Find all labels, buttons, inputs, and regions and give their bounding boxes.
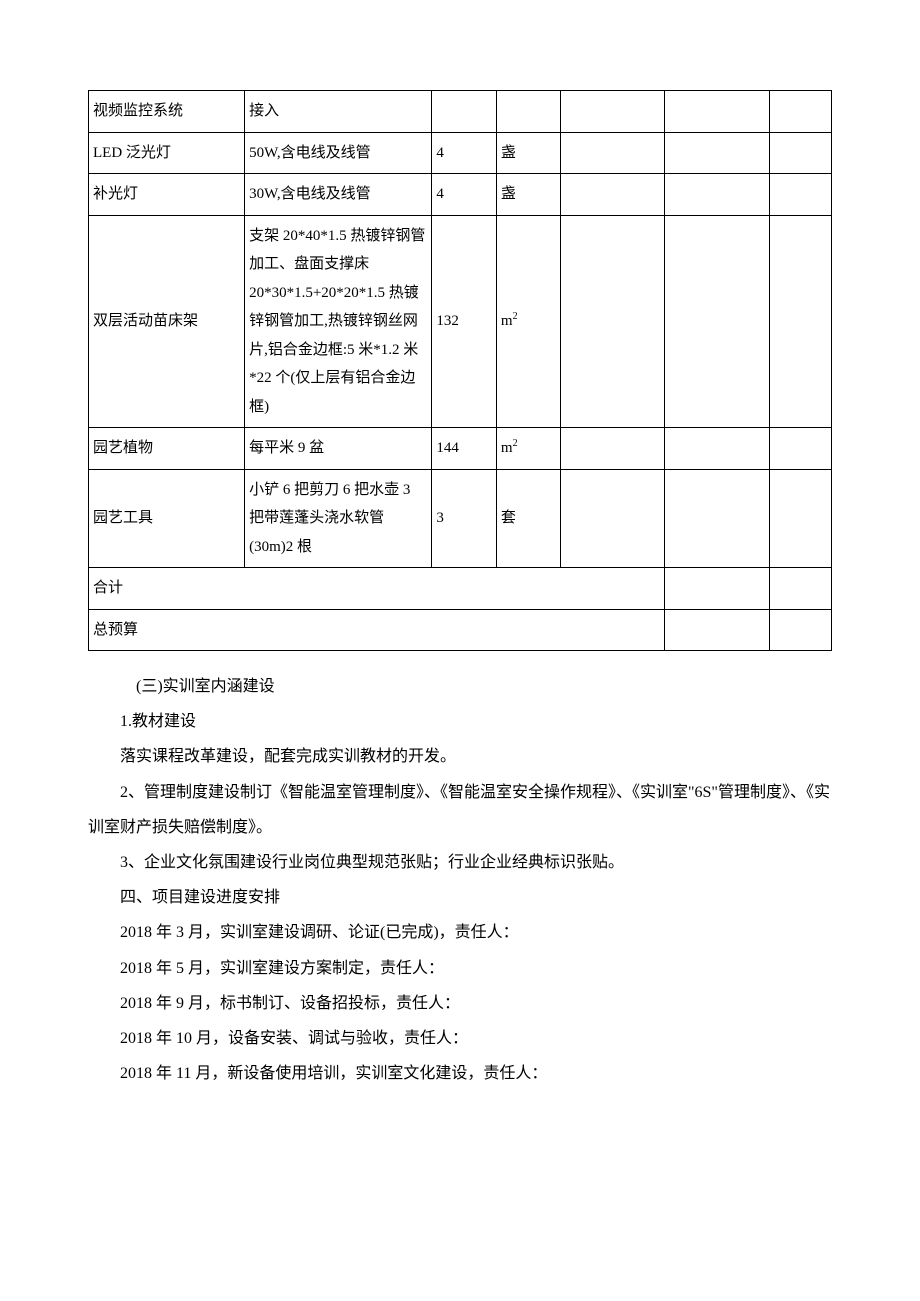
table-row: 补光灯 30W,含电线及线管 4 盏 (89, 174, 832, 216)
schedule-item: 2018 年 5 月，实训室建设方案制定，责任人： (88, 951, 832, 986)
cell-unit: m2 (496, 428, 561, 470)
cell-blank (665, 568, 769, 610)
cell-budget-label: 总预算 (89, 609, 665, 651)
cell-name: LED 泛光灯 (89, 132, 245, 174)
cell-unit (496, 91, 561, 133)
cell-blank (561, 469, 665, 568)
cell-qty: 3 (432, 469, 497, 568)
cell-blank (769, 174, 832, 216)
table-row-budget: 总预算 (89, 609, 832, 651)
cell-name: 园艺植物 (89, 428, 245, 470)
cell-blank (665, 609, 769, 651)
cell-qty: 132 (432, 215, 497, 428)
equipment-table: 视频监控系统 接入 LED 泛光灯 50W,含电线及线管 4 盏 补光灯 30W… (88, 90, 832, 651)
cell-spec: 支架 20*40*1.5 热镀锌钢管加工、盘面支撑床 20*30*1.5+20*… (245, 215, 432, 428)
table-row-total: 合计 (89, 568, 832, 610)
schedule-item: 2018 年 10 月，设备安装、调试与验收，责任人： (88, 1021, 832, 1056)
schedule-item: 2018 年 3 月，实训室建设调研、论证(已完成)，责任人： (88, 915, 832, 950)
cell-blank (665, 174, 769, 216)
cell-unit: 盏 (496, 174, 561, 216)
section-heading-3: (三)实训室内涵建设 (88, 669, 832, 704)
cell-blank (665, 215, 769, 428)
cell-unit: m2 (496, 215, 561, 428)
cell-blank (665, 428, 769, 470)
cell-blank (769, 215, 832, 428)
cell-name: 视频监控系统 (89, 91, 245, 133)
paragraph: 3、企业文化氛围建设行业岗位典型规范张贴；行业企业经典标识张贴。 (88, 845, 832, 880)
table-row: 视频监控系统 接入 (89, 91, 832, 133)
cell-qty: 4 (432, 174, 497, 216)
cell-blank (561, 174, 665, 216)
cell-spec: 小铲 6 把剪刀 6 把水壶 3 把带莲蓬头浇水软管(30m)2 根 (245, 469, 432, 568)
cell-spec: 50W,含电线及线管 (245, 132, 432, 174)
cell-blank (665, 132, 769, 174)
cell-blank (665, 469, 769, 568)
table-row: 园艺植物 每平米 9 盆 144 m2 (89, 428, 832, 470)
paragraph: 2、管理制度建设制订《智能温室管理制度》、《智能温室安全操作规程》、《实训室"6… (88, 775, 832, 845)
cell-name: 双层活动苗床架 (89, 215, 245, 428)
cell-spec: 接入 (245, 91, 432, 133)
cell-blank (561, 215, 665, 428)
cell-blank (769, 568, 832, 610)
cell-blank (561, 91, 665, 133)
cell-spec: 30W,含电线及线管 (245, 174, 432, 216)
cell-blank (769, 469, 832, 568)
table-row: 园艺工具 小铲 6 把剪刀 6 把水壶 3 把带莲蓬头浇水软管(30m)2 根 … (89, 469, 832, 568)
cell-qty: 144 (432, 428, 497, 470)
schedule-item: 2018 年 9 月，标书制订、设备招投标，责任人： (88, 986, 832, 1021)
table-row: 双层活动苗床架 支架 20*40*1.5 热镀锌钢管加工、盘面支撑床 20*30… (89, 215, 832, 428)
paragraph: 1.教材建设 (88, 704, 832, 739)
cell-blank (561, 428, 665, 470)
cell-name: 补光灯 (89, 174, 245, 216)
cell-blank (769, 91, 832, 133)
table-row: LED 泛光灯 50W,含电线及线管 4 盏 (89, 132, 832, 174)
schedule-item: 2018 年 11 月，新设备使用培训，实训室文化建设，责任人： (88, 1056, 832, 1091)
cell-blank (561, 132, 665, 174)
cell-blank (769, 609, 832, 651)
cell-unit: 盏 (496, 132, 561, 174)
cell-total-label: 合计 (89, 568, 665, 610)
cell-spec: 每平米 9 盆 (245, 428, 432, 470)
paragraph: 落实课程改革建设，配套完成实训教材的开发。 (88, 739, 832, 774)
section-heading-4: 四、项目建设进度安排 (88, 880, 832, 915)
cell-qty (432, 91, 497, 133)
cell-name: 园艺工具 (89, 469, 245, 568)
cell-blank (769, 428, 832, 470)
cell-blank (665, 91, 769, 133)
cell-qty: 4 (432, 132, 497, 174)
cell-unit: 套 (496, 469, 561, 568)
cell-blank (769, 132, 832, 174)
